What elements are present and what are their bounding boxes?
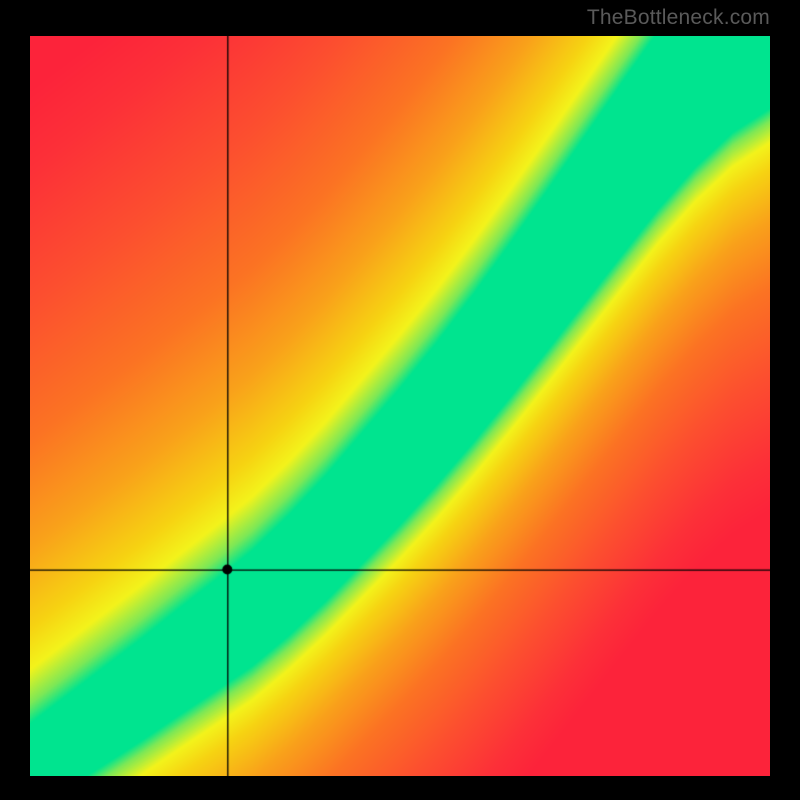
- bottleneck-heatmap: [30, 36, 770, 776]
- attribution-text: TheBottleneck.com: [587, 6, 770, 30]
- heatmap-canvas: [30, 36, 770, 776]
